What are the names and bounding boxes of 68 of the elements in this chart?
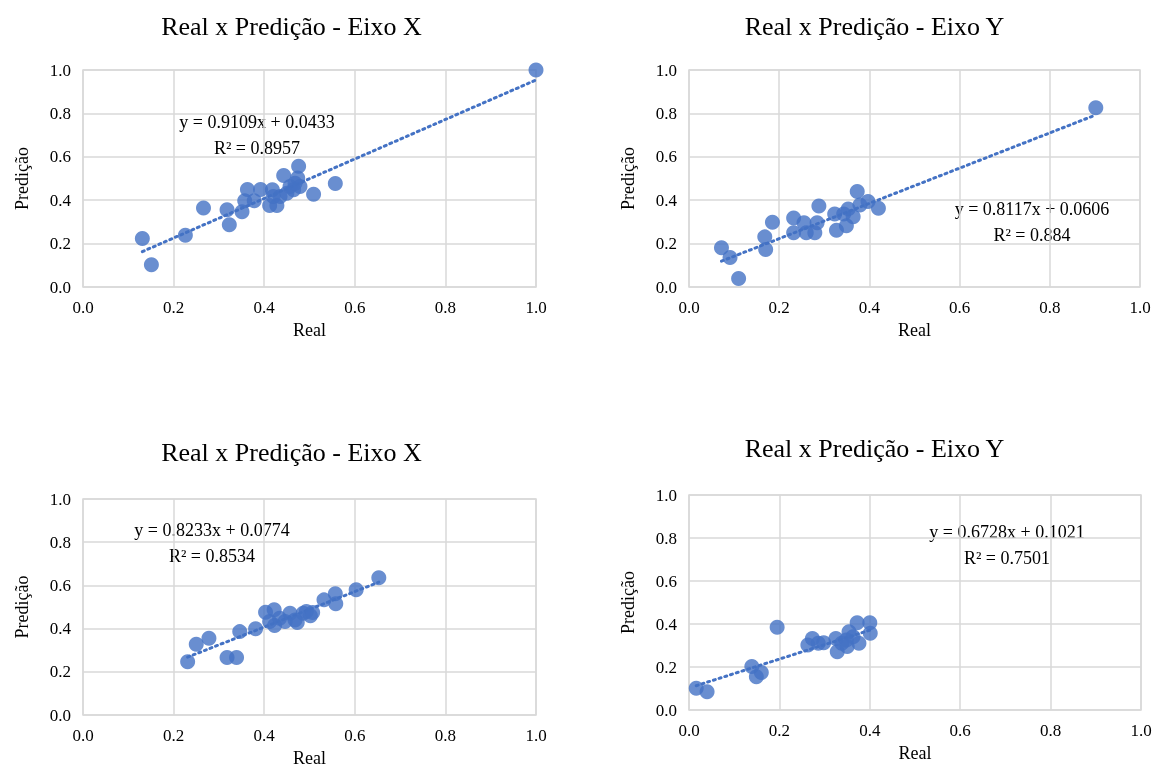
y-tick-label: 1.0 bbox=[655, 485, 677, 505]
x-tick-label: 1.0 bbox=[1129, 298, 1151, 317]
y-tick-label: 0.6 bbox=[655, 571, 677, 591]
x-axis-title: Real bbox=[293, 748, 326, 768]
x-tick-label: 0.2 bbox=[162, 298, 185, 317]
y-tick-label: 0.0 bbox=[655, 277, 677, 297]
x-tick-label: 0.6 bbox=[344, 298, 366, 317]
x-tick-label: 0.8 bbox=[434, 298, 457, 317]
x-tick-label: 0.0 bbox=[678, 721, 700, 740]
y-tick-label: 0.4 bbox=[49, 619, 72, 639]
y-axis-title: Predição bbox=[618, 147, 638, 210]
y-tick-label: 0.4 bbox=[49, 190, 72, 210]
x-tick-label: 0.6 bbox=[948, 298, 971, 317]
x-axis-title: Real bbox=[898, 320, 931, 340]
annotation: R² = 0.8534 bbox=[168, 546, 256, 566]
x-tick-label: 1.0 bbox=[1130, 721, 1152, 740]
x-tick-label: 0.4 bbox=[253, 726, 276, 745]
y-tick-label: 1.0 bbox=[49, 489, 71, 509]
x-tick-label: 0.4 bbox=[859, 721, 881, 740]
annotation: y = 0.9109x + 0.0433 bbox=[179, 112, 335, 132]
y-tick-label: 0.8 bbox=[655, 103, 677, 123]
y-tick-label: 0.6 bbox=[655, 147, 677, 167]
x-tick-label: 0.2 bbox=[162, 726, 185, 745]
annotation: y = 0.8233x + 0.0774 bbox=[134, 520, 290, 540]
chart-title: Real x Predição - Eixo X bbox=[161, 437, 423, 467]
y-axis-title: Predição bbox=[12, 575, 32, 639]
y-tick-label: 0.0 bbox=[49, 277, 71, 297]
annotation: y = 0.6728x + 0.1021 bbox=[929, 522, 1085, 542]
y-tick-label: 1.0 bbox=[655, 60, 677, 80]
chart-title: Real x Predição - Eixo X bbox=[161, 11, 423, 41]
x-tick-label: 0.6 bbox=[344, 726, 366, 745]
x-tick-label: 0.6 bbox=[949, 721, 971, 740]
annotation: R² = 0.884 bbox=[993, 225, 1071, 245]
chart-title: Real x Predição - Eixo Y bbox=[744, 433, 1005, 463]
y-tick-label: 0.6 bbox=[49, 147, 71, 167]
y-tick-label: 0.4 bbox=[655, 614, 678, 634]
y-tick-label: 0.2 bbox=[655, 657, 677, 677]
x-tick-label: 0.0 bbox=[72, 298, 94, 317]
y-axis-title: Predição bbox=[12, 147, 32, 210]
y-tick-label: 0.0 bbox=[49, 705, 71, 725]
x-tick-label: 0.8 bbox=[434, 726, 457, 745]
y-tick-label: 0.8 bbox=[49, 532, 71, 552]
y-axis-title: Predição bbox=[618, 571, 638, 634]
x-tick-label: 1.0 bbox=[525, 298, 547, 317]
y-tick-label: 0.2 bbox=[655, 234, 677, 254]
x-tick-label: 0.0 bbox=[72, 726, 94, 745]
x-tick-label: 0.0 bbox=[678, 298, 700, 317]
annotation: R² = 0.8957 bbox=[213, 138, 301, 158]
x-tick-label: 0.2 bbox=[768, 721, 791, 740]
y-tick-label: 0.0 bbox=[655, 700, 677, 720]
x-tick-label: 0.8 bbox=[1039, 298, 1061, 317]
y-tick-label: 1.0 bbox=[49, 60, 71, 80]
y-tick-label: 0.2 bbox=[49, 234, 71, 254]
x-tick-label: 0.2 bbox=[768, 298, 790, 317]
x-tick-label: 0.4 bbox=[253, 298, 276, 317]
y-tick-label: 0.6 bbox=[49, 575, 71, 595]
y-tick-label: 0.8 bbox=[655, 528, 677, 548]
annotation: y = 0.8117x + 0.0606 bbox=[954, 199, 1110, 219]
y-tick-label: 0.4 bbox=[655, 190, 678, 210]
x-tick-label: 0.4 bbox=[858, 298, 881, 317]
x-axis-title: Real bbox=[898, 743, 932, 763]
x-axis-title: Real bbox=[293, 320, 326, 340]
x-tick-label: 1.0 bbox=[525, 726, 547, 745]
x-tick-label: 0.8 bbox=[1039, 721, 1062, 740]
y-tick-label: 0.2 bbox=[49, 662, 71, 682]
chart-title: Real x Predição - Eixo Y bbox=[744, 11, 1005, 41]
annotation: R² = 0.7501 bbox=[963, 548, 1051, 568]
y-tick-label: 0.8 bbox=[49, 103, 71, 123]
